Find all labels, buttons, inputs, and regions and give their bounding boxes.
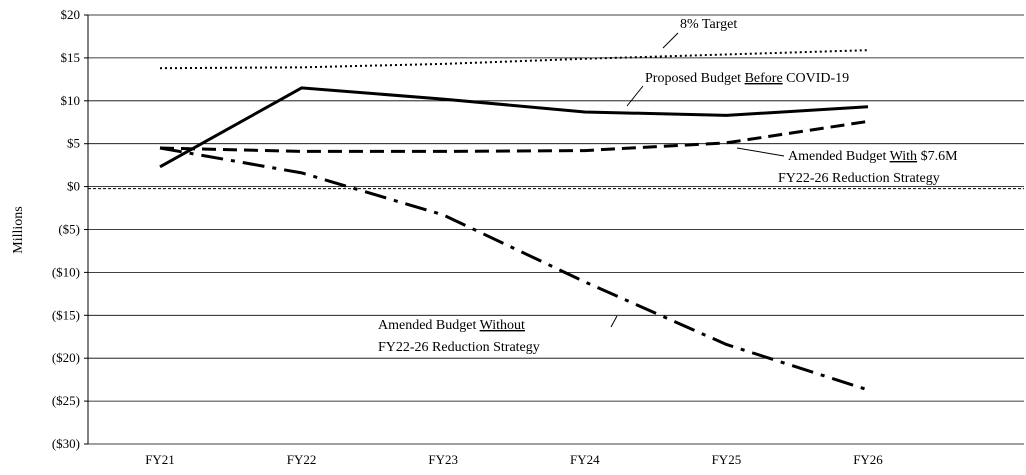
series-line: [159, 86, 869, 169]
x-tick-label: FY23: [428, 452, 458, 467]
x-tick-label: FY22: [287, 452, 317, 467]
leader-line: [736, 147, 785, 157]
y-tick-label: ($20): [52, 350, 80, 365]
annotation-part: Before: [745, 71, 783, 86]
annotation: Amended Budget Without: [378, 318, 525, 333]
series-line: [159, 146, 869, 392]
annotation: FY22-26 Reduction Strategy: [778, 171, 940, 186]
leader-line: [662, 32, 679, 49]
annotation-part: COVID-19: [783, 71, 850, 86]
y-tick-label: $0: [67, 179, 80, 194]
annotation: Amended Budget With $7.6M: [788, 149, 958, 164]
leader-line: [626, 85, 644, 107]
x-tick-label: FY21: [145, 452, 175, 467]
y-tick-label: ($5): [58, 222, 80, 237]
annotation-part: Without: [480, 318, 525, 333]
annotation-part: Proposed Budget: [645, 71, 745, 86]
annotation-part: Amended Budget: [378, 318, 480, 333]
series-line: [159, 49, 869, 70]
annotation: Proposed Budget Before COVID-19: [645, 71, 849, 86]
annotation: 8% Target: [680, 17, 737, 32]
x-tick-label: FY25: [712, 452, 742, 467]
annotation-part: Amended Budget: [788, 149, 890, 164]
y-tick-label: $5: [67, 136, 80, 151]
y-axis-label: Millions: [11, 206, 26, 253]
x-tick-label: FY26: [853, 452, 883, 467]
annotation: FY22-26 Reduction Strategy: [378, 340, 540, 355]
y-tick-label: ($30): [52, 436, 80, 451]
annotation-part: $7.6M: [917, 149, 958, 164]
y-tick-label: $10: [61, 93, 81, 108]
y-tick-label: $15: [61, 50, 81, 65]
y-tick-label: ($10): [52, 264, 80, 279]
leader-line: [610, 315, 618, 328]
annotation-part: With: [890, 149, 917, 164]
y-tick-label: $20: [61, 7, 81, 22]
y-tick-label: ($25): [52, 393, 80, 408]
y-tick-label: ($15): [52, 307, 80, 322]
x-tick-label: FY24: [570, 452, 600, 467]
series-line: [159, 119, 869, 153]
